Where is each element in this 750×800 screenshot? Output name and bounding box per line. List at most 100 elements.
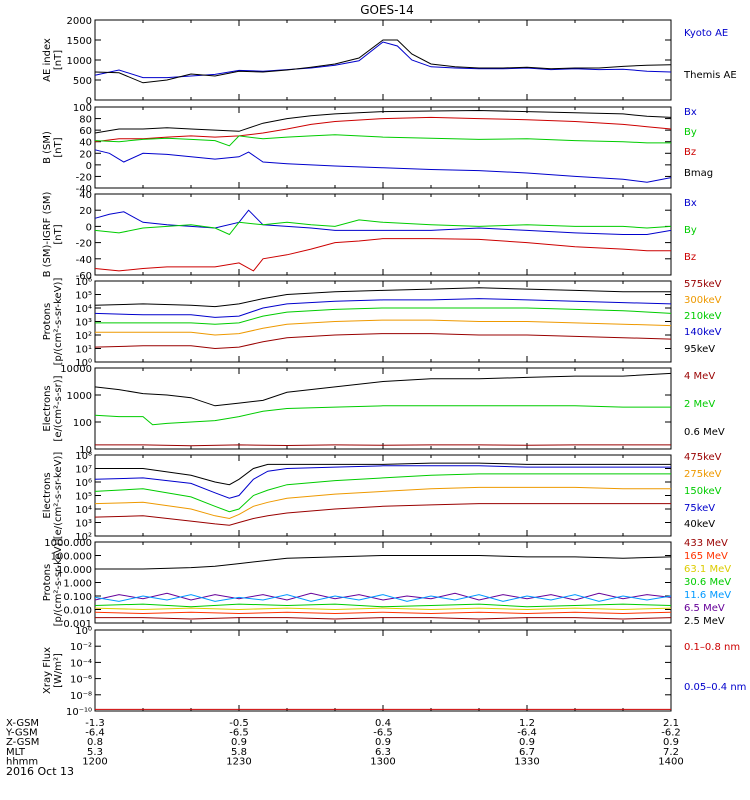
footer-row-value: 5.8 (231, 747, 247, 758)
footer-row-value: 7.2 (663, 747, 679, 758)
y-tick-label: 10⁵ (75, 291, 92, 302)
footer-row-label: Z-GSM (6, 737, 39, 748)
y-axis-label: B (SM)[nT] (42, 131, 64, 164)
y-axis-label-line: [p/(cm²-s-sr-keV)] (53, 278, 64, 366)
y-tick-label: 2000 (67, 16, 92, 27)
series-line (94, 209, 672, 235)
y-axis-label: B (SM)-IGRF (SM)[nT] (42, 192, 64, 278)
y-tick-label: 1500 (67, 36, 92, 47)
footer-row-value: 0.8 (87, 737, 103, 748)
series-line (94, 372, 672, 407)
y-axis-label: Xray Flux[W/m²] (42, 647, 64, 694)
series-line (95, 555, 672, 570)
panel-7: 0.001 0.010 0.100 1.000 10.000 100.000 1000.00… (42, 538, 731, 630)
y-tick-label: 100 (73, 418, 92, 429)
series-line (94, 592, 672, 601)
y-tick-label: 10² (75, 331, 92, 342)
y-tick-label: 500 (73, 76, 92, 87)
series-line (95, 617, 672, 620)
y-tick-label: 60 (79, 126, 92, 137)
y-tick-label: 1000 (67, 56, 92, 67)
y-tick-label: 1000.000 (44, 538, 92, 549)
y-tick-label: 100.000 (51, 552, 92, 563)
y-axis-label-line: Electrons (42, 472, 53, 518)
y-tick-label: 10⁶ (75, 277, 92, 288)
footer-row-value: 1230 (226, 756, 251, 767)
legend-entry: 0.1–0.8 nm (684, 642, 740, 653)
y-axis-label-line: Protons (42, 303, 53, 340)
y-axis-label: Electrons[e/(cm²-s-sr-keV)] (42, 452, 64, 540)
y-tick-label: 10⁻⁶ (70, 675, 92, 686)
footer-date: 2016 Oct 13 (6, 765, 74, 778)
legend-entry: 4 MeV (684, 371, 715, 382)
series-line (95, 319, 672, 336)
series-line (94, 405, 671, 426)
panel-frame (94, 367, 672, 450)
y-axis-label-line: [nT] (53, 137, 64, 157)
legend-entry: Bx (684, 198, 697, 209)
y-tick-label: 40 (79, 190, 92, 201)
legend-entry: 0.05–0.4 nm (684, 682, 746, 693)
y-tick-label: 0 (86, 96, 92, 107)
footer-row-value: 0.9 (519, 737, 535, 748)
panel-frame (94, 106, 672, 189)
footer-row-value: 6.3 (375, 747, 391, 758)
panel-frame (94, 19, 672, 101)
footer-row-value: -6.4 (517, 728, 537, 739)
legend-entry: By (684, 127, 697, 138)
footer-row-label: X-GSM (6, 718, 39, 729)
y-axis-label-line: Electrons (42, 385, 53, 431)
legend-entry: 210keV (684, 311, 722, 322)
panel-4: 10⁰ 10¹ 10² 10³ 10⁴ 10⁵ 10⁶ Protons[p/(cm²-s-sr… (42, 277, 722, 369)
y-tick-label: 10⁰ (75, 626, 92, 637)
footer-row-value: 1300 (370, 756, 395, 767)
series-line (94, 607, 672, 611)
y-tick-label: 10⁸ (75, 451, 92, 462)
y-tick-label: 20 (79, 149, 92, 160)
y-axis-label-line: [p/(cm²-s-sr-keV)] (53, 539, 64, 627)
legend-entry: 63.1 MeV (684, 564, 731, 575)
legend-entry: 75keV (684, 503, 715, 514)
footer-row-label: hhmm (6, 756, 38, 767)
series-line (94, 109, 672, 134)
y-axis-label: Electrons[e/(cm²-s-sr)] (42, 375, 64, 441)
panel-3: -60 -40 -20 0 20 40 B (SM)-IGRF (SM)[nT] Bx By Bz (42, 190, 697, 282)
legend-entry: 11.6 MeV (684, 590, 731, 601)
legend-entry: 2.5 MeV (684, 616, 725, 627)
panel-6: 10² 10³ 10⁴ 10⁵ 10⁶ 10⁷ 10⁸ Electrons[e/(cm²-s-… (42, 451, 722, 543)
footer-row-value: 2.1 (663, 718, 679, 729)
legend-entry: 275keV (684, 469, 722, 480)
figure-title: GOES-14 (360, 3, 414, 17)
y-tick-label: 0 (86, 222, 92, 233)
legend-entry: Bz (684, 147, 696, 158)
footer-row-value: 0.9 (375, 737, 391, 748)
y-tick-label: 10.000 (57, 565, 92, 576)
y-tick-label: -40 (76, 255, 92, 266)
y-tick-label: 10³ (75, 519, 92, 530)
panel-8: 10⁻¹⁰ 10⁻⁸ 10⁻⁶ 10⁻⁴ 10⁻² 10⁰ Xray Flux[W/m²] 0… (42, 626, 746, 718)
footer-row-value: 1330 (514, 756, 539, 767)
y-tick-label: 10² (75, 532, 92, 543)
y-tick-label: 10⁵ (75, 492, 92, 503)
footer-row-value: -6.5 (373, 728, 393, 739)
panel-frame (94, 280, 672, 363)
y-tick-label: 0.001 (63, 619, 92, 630)
legend-entry: Themis AE (683, 70, 737, 81)
footer-row-value: 6.7 (519, 747, 535, 758)
y-axis-label-line: [nT] (53, 50, 64, 70)
footer-row-value: 0.4 (375, 718, 391, 729)
y-tick-label: -40 (76, 184, 92, 195)
series-line (94, 603, 672, 608)
legend-entry: 150keV (684, 486, 722, 497)
legend-entry: Bmag (684, 168, 713, 179)
footer-row-value: -1.3 (85, 718, 105, 729)
footer-row-label: Y-GSM (5, 728, 38, 739)
y-tick-label: 80 (79, 115, 92, 126)
y-tick-label: 20 (79, 206, 92, 217)
y-tick-label: -20 (76, 172, 92, 183)
y-tick-label: 1.000 (63, 579, 92, 590)
panel-frame (94, 193, 672, 276)
series-line (94, 611, 672, 615)
